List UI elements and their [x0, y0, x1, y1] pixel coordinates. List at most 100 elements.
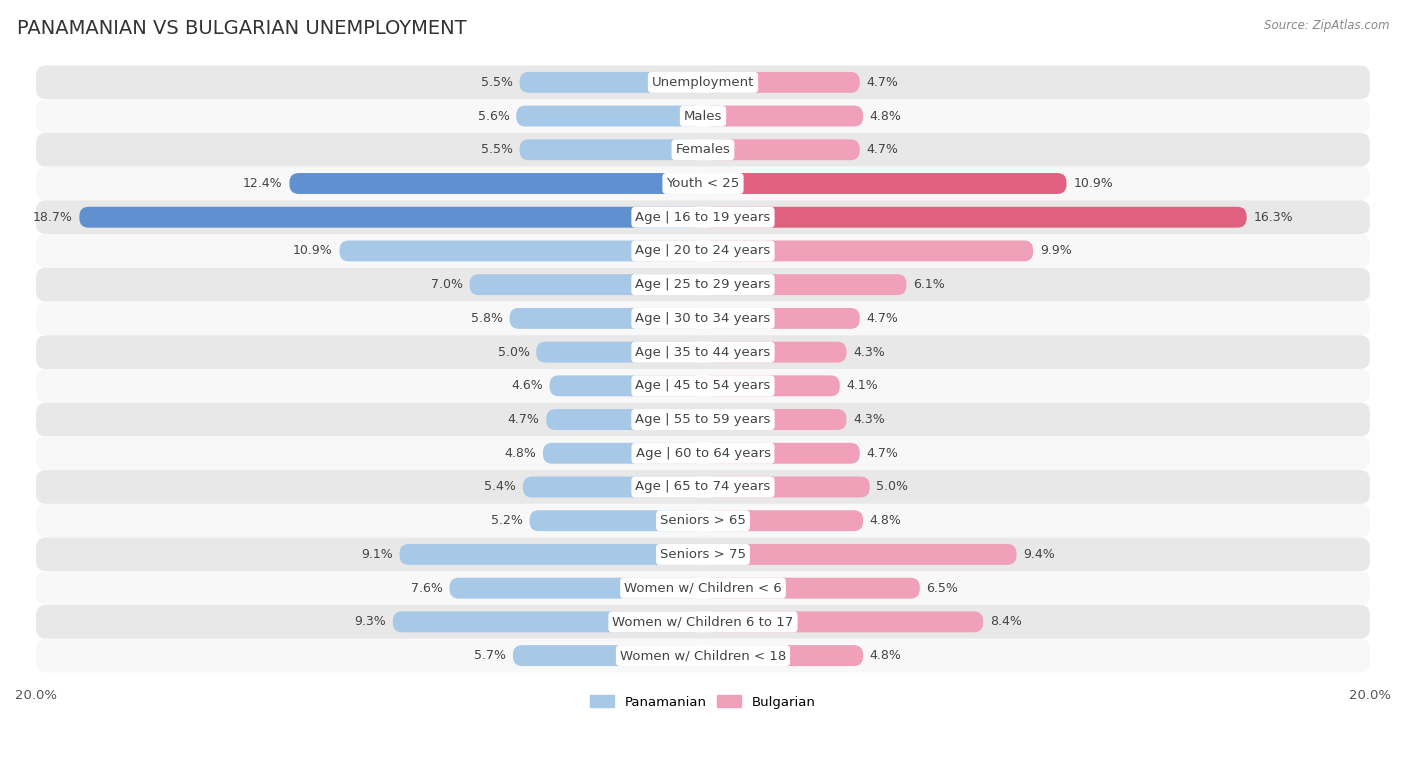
Text: 12.4%: 12.4% — [243, 177, 283, 190]
FancyBboxPatch shape — [547, 409, 703, 430]
Text: Unemployment: Unemployment — [652, 76, 754, 89]
Text: 8.4%: 8.4% — [990, 615, 1022, 628]
FancyBboxPatch shape — [37, 436, 1369, 470]
Text: Age | 16 to 19 years: Age | 16 to 19 years — [636, 210, 770, 224]
Text: 18.7%: 18.7% — [32, 210, 73, 224]
Text: 4.7%: 4.7% — [866, 76, 898, 89]
FancyBboxPatch shape — [703, 477, 870, 497]
Text: 4.3%: 4.3% — [853, 413, 884, 426]
Text: 9.4%: 9.4% — [1024, 548, 1054, 561]
Text: 6.5%: 6.5% — [927, 581, 959, 595]
FancyBboxPatch shape — [339, 241, 703, 261]
FancyBboxPatch shape — [703, 173, 1067, 194]
Text: PANAMANIAN VS BULGARIAN UNEMPLOYMENT: PANAMANIAN VS BULGARIAN UNEMPLOYMENT — [17, 19, 467, 38]
FancyBboxPatch shape — [703, 106, 863, 126]
Text: 5.5%: 5.5% — [481, 143, 513, 156]
Text: 5.0%: 5.0% — [876, 481, 908, 494]
FancyBboxPatch shape — [703, 274, 907, 295]
Text: 7.0%: 7.0% — [430, 278, 463, 291]
Text: Women w/ Children 6 to 17: Women w/ Children 6 to 17 — [613, 615, 793, 628]
FancyBboxPatch shape — [703, 241, 1033, 261]
Text: 4.8%: 4.8% — [505, 447, 536, 459]
Text: Women w/ Children < 18: Women w/ Children < 18 — [620, 649, 786, 662]
FancyBboxPatch shape — [37, 133, 1369, 167]
FancyBboxPatch shape — [703, 308, 859, 329]
Text: Age | 65 to 74 years: Age | 65 to 74 years — [636, 481, 770, 494]
FancyBboxPatch shape — [703, 544, 1017, 565]
Text: 5.0%: 5.0% — [498, 346, 530, 359]
FancyBboxPatch shape — [703, 207, 1247, 228]
Text: 5.4%: 5.4% — [484, 481, 516, 494]
Text: Age | 55 to 59 years: Age | 55 to 59 years — [636, 413, 770, 426]
Text: Age | 20 to 24 years: Age | 20 to 24 years — [636, 245, 770, 257]
FancyBboxPatch shape — [37, 572, 1369, 605]
FancyBboxPatch shape — [399, 544, 703, 565]
FancyBboxPatch shape — [37, 167, 1369, 201]
FancyBboxPatch shape — [703, 612, 983, 632]
FancyBboxPatch shape — [520, 139, 703, 160]
Text: 4.7%: 4.7% — [866, 447, 898, 459]
Text: Males: Males — [683, 110, 723, 123]
Text: Age | 25 to 29 years: Age | 25 to 29 years — [636, 278, 770, 291]
FancyBboxPatch shape — [37, 234, 1369, 268]
Text: 4.1%: 4.1% — [846, 379, 879, 392]
Text: Youth < 25: Youth < 25 — [666, 177, 740, 190]
Text: 4.8%: 4.8% — [870, 649, 901, 662]
FancyBboxPatch shape — [37, 403, 1369, 436]
Text: Age | 60 to 64 years: Age | 60 to 64 years — [636, 447, 770, 459]
FancyBboxPatch shape — [530, 510, 703, 531]
FancyBboxPatch shape — [509, 308, 703, 329]
Text: Age | 45 to 54 years: Age | 45 to 54 years — [636, 379, 770, 392]
Text: 10.9%: 10.9% — [292, 245, 333, 257]
Text: 9.1%: 9.1% — [361, 548, 392, 561]
FancyBboxPatch shape — [37, 470, 1369, 504]
Text: Seniors > 75: Seniors > 75 — [659, 548, 747, 561]
FancyBboxPatch shape — [290, 173, 703, 194]
Text: 9.9%: 9.9% — [1040, 245, 1071, 257]
FancyBboxPatch shape — [37, 65, 1369, 99]
Text: 9.3%: 9.3% — [354, 615, 387, 628]
Text: 5.2%: 5.2% — [491, 514, 523, 527]
Text: 5.8%: 5.8% — [471, 312, 503, 325]
FancyBboxPatch shape — [37, 99, 1369, 133]
Text: 5.5%: 5.5% — [481, 76, 513, 89]
Text: Source: ZipAtlas.com: Source: ZipAtlas.com — [1264, 19, 1389, 32]
FancyBboxPatch shape — [37, 268, 1369, 301]
Text: 16.3%: 16.3% — [1253, 210, 1294, 224]
FancyBboxPatch shape — [543, 443, 703, 464]
Text: 6.1%: 6.1% — [912, 278, 945, 291]
FancyBboxPatch shape — [392, 612, 703, 632]
FancyBboxPatch shape — [37, 639, 1369, 672]
FancyBboxPatch shape — [703, 139, 859, 160]
FancyBboxPatch shape — [703, 510, 863, 531]
Text: 4.8%: 4.8% — [870, 110, 901, 123]
Legend: Panamanian, Bulgarian: Panamanian, Bulgarian — [585, 690, 821, 714]
FancyBboxPatch shape — [37, 301, 1369, 335]
FancyBboxPatch shape — [37, 201, 1369, 234]
Text: 10.9%: 10.9% — [1073, 177, 1114, 190]
Text: 4.8%: 4.8% — [870, 514, 901, 527]
Text: 4.7%: 4.7% — [866, 143, 898, 156]
FancyBboxPatch shape — [703, 341, 846, 363]
Text: 4.7%: 4.7% — [866, 312, 898, 325]
FancyBboxPatch shape — [37, 504, 1369, 537]
FancyBboxPatch shape — [523, 477, 703, 497]
FancyBboxPatch shape — [37, 605, 1369, 639]
FancyBboxPatch shape — [516, 106, 703, 126]
Text: 4.3%: 4.3% — [853, 346, 884, 359]
FancyBboxPatch shape — [703, 443, 859, 464]
FancyBboxPatch shape — [37, 369, 1369, 403]
Text: Age | 35 to 44 years: Age | 35 to 44 years — [636, 346, 770, 359]
Text: Women w/ Children < 6: Women w/ Children < 6 — [624, 581, 782, 595]
FancyBboxPatch shape — [37, 537, 1369, 572]
Text: 4.6%: 4.6% — [512, 379, 543, 392]
FancyBboxPatch shape — [536, 341, 703, 363]
Text: 5.6%: 5.6% — [478, 110, 509, 123]
FancyBboxPatch shape — [703, 578, 920, 599]
Text: 4.7%: 4.7% — [508, 413, 540, 426]
Text: Age | 30 to 34 years: Age | 30 to 34 years — [636, 312, 770, 325]
Text: 7.6%: 7.6% — [411, 581, 443, 595]
FancyBboxPatch shape — [550, 375, 703, 396]
FancyBboxPatch shape — [513, 645, 703, 666]
FancyBboxPatch shape — [37, 335, 1369, 369]
